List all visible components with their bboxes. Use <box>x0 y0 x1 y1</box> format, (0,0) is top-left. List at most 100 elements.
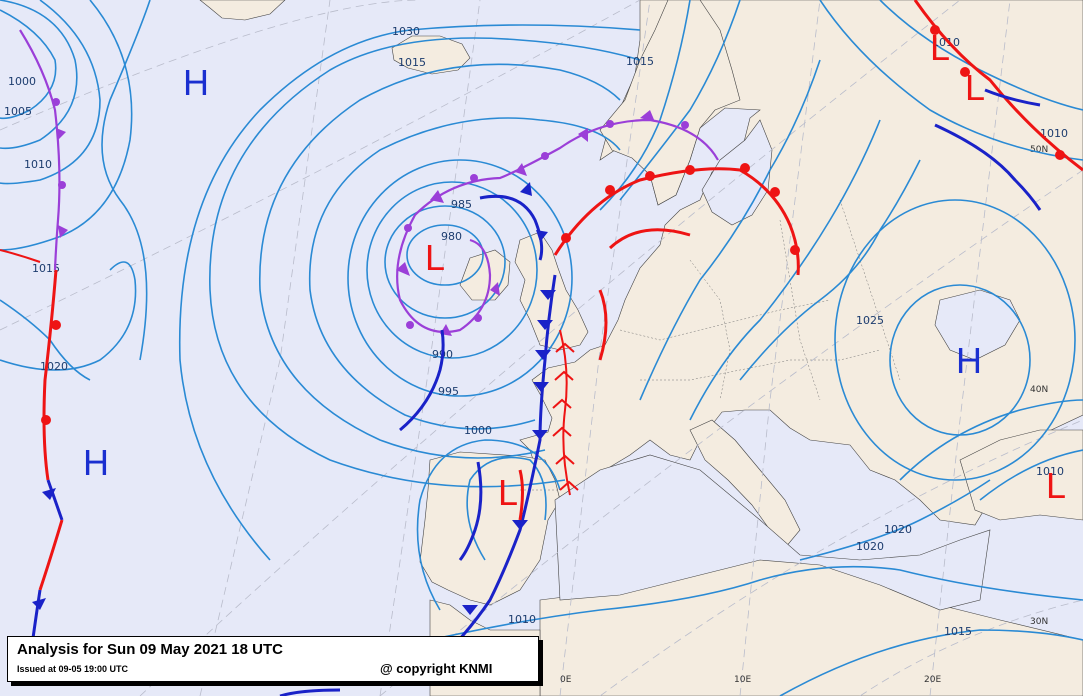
isobar-label: 995 <box>438 385 459 398</box>
isobar-label: 1005 <box>4 105 32 118</box>
isobar-1015-med <box>779 629 1083 696</box>
isobar-iberia-b <box>416 439 561 611</box>
trough-france-symbols <box>552 342 579 491</box>
grat-label-50n: 50N <box>1030 145 1048 155</box>
low-center-ne-1: L <box>930 27 950 68</box>
isobar-980 <box>406 224 484 286</box>
low-center-iberia: L <box>498 472 518 513</box>
cold-front-atlantic <box>458 461 483 561</box>
isobar-w-1005 <box>0 0 78 150</box>
grat-label-10e: 10E <box>734 675 751 685</box>
isobar-w-1000 <box>0 9 57 120</box>
occluded-front-uk-symbols <box>396 110 689 336</box>
warm-front-north-sea <box>608 228 691 250</box>
copyright-notice: @ copyright KNMI <box>380 661 493 676</box>
cold-front-ne-b <box>984 88 1041 107</box>
isobar-labels: 1030 1015 1015 1000 1005 1010 1015 1020 … <box>4 25 1068 638</box>
isobar-label: 1025 <box>856 314 884 327</box>
analysis-title: Analysis for Sun 09 May 2021 18 UTC <box>17 641 283 658</box>
low-center-se: L <box>1046 465 1066 506</box>
isobar-label: 1030 <box>392 25 420 38</box>
cold-front-iberia-symbols <box>462 290 556 615</box>
cold-front-scotland <box>479 194 544 261</box>
isobar-label: 1010 <box>1036 465 1064 478</box>
high-center-atlantic-north: H <box>183 62 209 103</box>
isobar-high-east-b <box>834 199 1076 481</box>
isobar-1020-med <box>799 479 991 561</box>
isobar-1010-med <box>429 565 1083 641</box>
low-center-ne-2: L <box>965 67 985 108</box>
isobar-1015-atl <box>178 24 641 561</box>
isobar-label: 1010 <box>24 158 52 171</box>
isobar-label: 1015 <box>32 262 60 275</box>
high-center-eastern-europe: H <box>956 340 982 381</box>
country-borders <box>520 199 901 491</box>
isobar-label: 1020 <box>884 523 912 536</box>
warm-front-ne-symbols <box>930 25 1065 160</box>
land-anatolia <box>959 429 1083 521</box>
isobar-w-1015 <box>0 0 133 251</box>
isobar-se-1015 <box>899 399 1083 481</box>
cold-front-biscay <box>399 329 445 432</box>
land-italy <box>689 419 801 549</box>
isobar-ne-1015 <box>819 0 1083 161</box>
low-center-uk: L <box>425 237 445 278</box>
front-left-edge <box>0 249 41 263</box>
isobar-label: 1000 <box>464 424 492 437</box>
isobar-label: 1015 <box>944 625 972 638</box>
warm-front-scandinavia-symbols <box>561 163 800 255</box>
isobar-label: 1010 <box>1040 127 1068 140</box>
cold-front-west-atlantic <box>46 479 64 521</box>
cold-front-iberia <box>438 274 557 662</box>
isobar-1020-eur <box>689 119 881 421</box>
black-sea <box>934 289 1021 361</box>
isobar-1005 <box>259 63 621 459</box>
grat-label-0e: 0E <box>560 675 572 685</box>
isobar-label: 980 <box>441 230 462 243</box>
occluded-front-west-symbols <box>52 98 68 238</box>
warm-front-west-atlantic-symbols <box>41 320 61 425</box>
isobar-1015-scan <box>619 0 741 201</box>
isobar-1020-atl-b <box>0 261 137 371</box>
issued-timestamp: Issued at 09-05 19:00 UTC <box>17 664 129 674</box>
occluded-front-uk <box>396 118 719 334</box>
land-greenland <box>199 0 286 21</box>
isobar-label: 1015 <box>398 56 426 69</box>
isobar-iberia-a <box>466 456 547 561</box>
isobar-ne-1010 <box>879 0 1083 111</box>
isobar-label: 1020 <box>40 360 68 373</box>
isobar-1010-scan <box>599 0 691 211</box>
trough-france <box>559 329 571 496</box>
title-box: Analysis for Sun 09 May 2021 18 UTC Issu… <box>7 636 539 682</box>
isobar-1010-atl <box>209 37 641 488</box>
occluded-front-west <box>19 29 61 271</box>
isobar-1015-eur <box>639 59 821 401</box>
grat-label-30n: 30N <box>1030 617 1048 627</box>
isobar-label: 1010 <box>508 613 536 626</box>
warm-front-iberia <box>518 469 524 521</box>
isobar-w-1010 <box>0 0 101 185</box>
isobar-990 <box>366 181 538 359</box>
isobar-1025-eur <box>739 159 921 381</box>
mediterranean-sea <box>554 454 991 611</box>
isobar-label: 1000 <box>8 75 36 88</box>
isobar-label: 1020 <box>856 540 884 553</box>
isobar-se-1010 <box>979 449 1083 501</box>
grat-label-20e: 20E <box>924 675 941 685</box>
grat-label-40n: 40N <box>1030 385 1048 395</box>
warm-front-west-atlantic <box>42 269 58 481</box>
isobar-1020-atl <box>101 0 151 361</box>
isobar-995 <box>347 159 573 397</box>
warm-front-scandinavia <box>553 167 800 276</box>
cold-front-scotland-symbols <box>520 182 548 242</box>
isobar-label: 1015 <box>626 55 654 68</box>
cold-front-ne <box>934 123 1042 211</box>
isobar-985 <box>384 205 506 319</box>
pressure-centers: H H H L L L L L <box>83 27 1066 513</box>
isobar-label: 985 <box>451 198 472 211</box>
graticule-labels: 0E 10E 20E 30N 40N 50N <box>560 145 1048 685</box>
